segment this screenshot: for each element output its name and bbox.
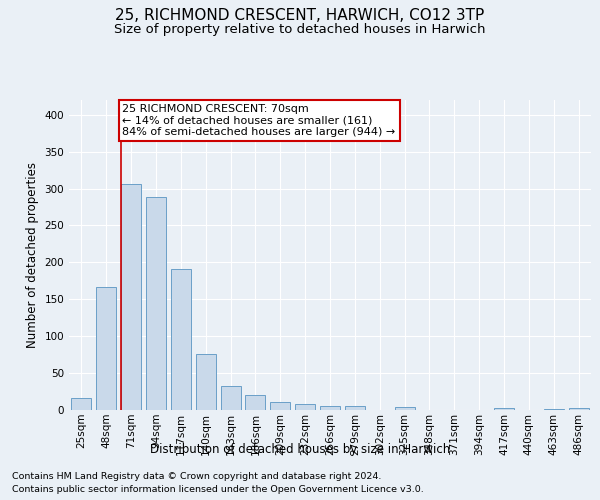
Bar: [196, 354, 215, 410]
Bar: [345, 406, 365, 410]
Bar: [221, 386, 241, 410]
Bar: [395, 407, 415, 410]
Text: Contains HM Land Registry data © Crown copyright and database right 2024.: Contains HM Land Registry data © Crown c…: [12, 472, 382, 481]
Bar: [245, 395, 265, 410]
Bar: [271, 402, 290, 410]
Text: Size of property relative to detached houses in Harwich: Size of property relative to detached ho…: [114, 22, 486, 36]
Bar: [121, 184, 141, 410]
Bar: [494, 408, 514, 410]
Text: 25 RICHMOND CRESCENT: 70sqm
← 14% of detached houses are smaller (161)
84% of se: 25 RICHMOND CRESCENT: 70sqm ← 14% of det…: [122, 104, 395, 137]
Y-axis label: Number of detached properties: Number of detached properties: [26, 162, 39, 348]
Text: 25, RICHMOND CRESCENT, HARWICH, CO12 3TP: 25, RICHMOND CRESCENT, HARWICH, CO12 3TP: [115, 8, 485, 22]
Bar: [71, 398, 91, 410]
Bar: [171, 269, 191, 410]
Bar: [295, 404, 315, 410]
Bar: [97, 286, 116, 410]
Text: Distribution of detached houses by size in Harwich: Distribution of detached houses by size …: [150, 442, 450, 456]
Bar: [320, 406, 340, 410]
Text: Contains public sector information licensed under the Open Government Licence v3: Contains public sector information licen…: [12, 484, 424, 494]
Bar: [146, 196, 166, 410]
Bar: [544, 408, 563, 410]
Bar: [569, 408, 589, 410]
